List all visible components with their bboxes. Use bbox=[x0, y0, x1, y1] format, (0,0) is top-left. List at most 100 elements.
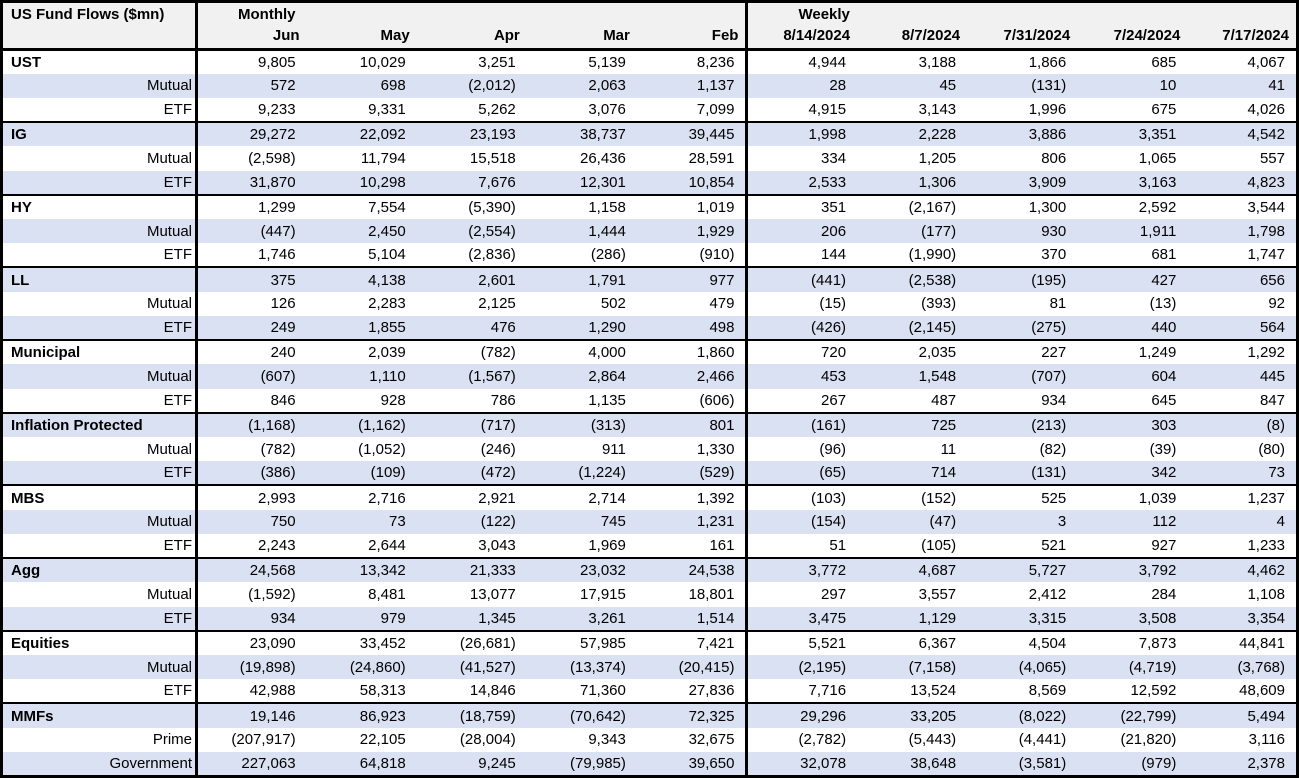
group-row-label: Municipal bbox=[1, 339, 198, 365]
value-cell: 1,747 bbox=[1247, 246, 1285, 264]
table-row: Mutual (1,592) 8,481 13,077 17,915 18,801 297 3… bbox=[1, 582, 1298, 607]
value-cell: 33,205 bbox=[857, 702, 968, 728]
sub-row-label: Government bbox=[1, 751, 198, 777]
column-header-7-31-2024: 7/31/2024 bbox=[967, 24, 1078, 51]
value-cell: (28,004) bbox=[459, 731, 516, 749]
value-cell: 1,158 bbox=[526, 193, 637, 220]
value-cell: 4,542 bbox=[1187, 121, 1298, 147]
value-cell: 5,262 bbox=[478, 101, 516, 119]
table-row: Prime (207,917) 22,105 (28,004) 9,343 32,675 (… bbox=[1, 727, 1298, 752]
value-cell: 375 bbox=[196, 266, 307, 292]
value-cell: (65) bbox=[745, 461, 858, 486]
sub-row-label: Mutual bbox=[1, 364, 198, 389]
column-header-row: Jun May Apr Mar Feb 8/14/2024 8/7/2024 7/31/202… bbox=[2, 24, 1298, 51]
value-cell: (4,719) bbox=[1077, 654, 1188, 680]
value-cell: 2,063 bbox=[526, 73, 637, 98]
value-cell: (5,443) bbox=[908, 731, 957, 749]
value-cell: 4,138 bbox=[306, 266, 417, 292]
value-cell: 979 bbox=[306, 606, 417, 631]
value-cell: 13,524 bbox=[910, 682, 957, 700]
value-cell: 267 bbox=[745, 388, 858, 413]
value-cell: 33,452 bbox=[306, 629, 417, 655]
value-cell: 801 bbox=[636, 411, 747, 437]
value-cell: 2,921 bbox=[416, 484, 527, 510]
value-cell: 39,650 bbox=[636, 751, 747, 777]
group-row-label: LL bbox=[1, 266, 198, 292]
value-cell: 2,125 bbox=[478, 295, 516, 313]
value-cell: 1,137 bbox=[636, 73, 747, 98]
value-cell: 3,143 bbox=[918, 101, 957, 119]
value-cell: (15) bbox=[745, 291, 858, 316]
value-cell: (154) bbox=[745, 509, 858, 534]
value-cell: (18,759) bbox=[416, 702, 527, 728]
value-cell: (79,985) bbox=[526, 751, 637, 777]
sub-row-label: Mutual bbox=[1, 582, 198, 607]
value-cell: 28,591 bbox=[688, 149, 735, 167]
sub-row-label: ETF bbox=[1, 533, 198, 559]
value-cell: 161 bbox=[709, 536, 735, 554]
value-cell: 227,063 bbox=[196, 751, 307, 777]
value-cell: 3,315 bbox=[967, 606, 1078, 631]
value-cell: 351 bbox=[745, 193, 858, 220]
value-cell: (979) bbox=[1077, 751, 1188, 777]
table-row: ETF 249 1,855 476 1,290 498 (426) (2,145) (275) 4… bbox=[1, 315, 1298, 341]
value-cell: (131) bbox=[967, 73, 1078, 98]
value-cell: 7,716 bbox=[745, 679, 858, 704]
value-cell: 1,233 bbox=[1247, 536, 1285, 554]
value-cell: 32,675 bbox=[688, 731, 735, 749]
value-cell: (20,415) bbox=[636, 654, 747, 680]
table-row: Equities 23,090 33,452 (26,681) 57,985 7,421 5… bbox=[1, 629, 1298, 655]
table-row: ETF 846 928 786 1,135 (606) 267 487 934 645 847 bbox=[1, 388, 1298, 413]
value-cell: 4,067 bbox=[1187, 48, 1298, 74]
value-cell: 3,508 bbox=[1077, 606, 1188, 631]
value-cell: (2,012) bbox=[416, 73, 527, 98]
value-cell: 487 bbox=[931, 391, 957, 409]
value-cell: 3,351 bbox=[1077, 121, 1188, 147]
value-cell: (782) bbox=[260, 440, 296, 458]
value-cell: 3,076 bbox=[588, 101, 626, 119]
value-cell: 24,568 bbox=[196, 557, 307, 583]
value-cell: 3,557 bbox=[918, 585, 957, 603]
value-cell: 249 bbox=[196, 315, 307, 341]
value-cell: 1,299 bbox=[196, 193, 307, 220]
value-cell: (82) bbox=[1039, 440, 1067, 458]
value-cell: (2,598) bbox=[248, 149, 296, 167]
value-cell: 13,077 bbox=[469, 585, 516, 603]
table-row: Mutual (447) 2,450 (2,554) 1,444 1,929 206 (177… bbox=[1, 219, 1298, 244]
value-cell: 26,436 bbox=[579, 149, 626, 167]
section-label-monthly: Monthly bbox=[238, 6, 296, 24]
value-cell: 453 bbox=[745, 364, 858, 389]
value-cell: 806 bbox=[1041, 149, 1067, 167]
value-cell: (2,195) bbox=[745, 654, 858, 680]
value-cell: 73 bbox=[1187, 461, 1298, 486]
value-cell: 2,644 bbox=[368, 536, 406, 554]
value-cell: 445 bbox=[1187, 364, 1298, 389]
value-cell: (19,898) bbox=[196, 654, 307, 680]
value-cell: (80) bbox=[1258, 440, 1285, 458]
value-cell: 1,514 bbox=[636, 606, 747, 631]
value-cell: 3 bbox=[967, 509, 1078, 534]
value-cell: 57,985 bbox=[526, 629, 637, 655]
sub-row-label: Mutual bbox=[1, 291, 198, 316]
value-cell: (286) bbox=[590, 246, 626, 264]
value-cell: 2,412 bbox=[1028, 585, 1067, 603]
value-cell: 6,367 bbox=[857, 629, 968, 655]
value-cell: 11 bbox=[940, 440, 957, 458]
value-cell: 786 bbox=[490, 391, 516, 409]
value-cell: (707) bbox=[967, 364, 1078, 389]
value-cell: (275) bbox=[967, 315, 1078, 341]
value-cell: 1,300 bbox=[967, 193, 1078, 220]
value-cell: 927 bbox=[1151, 536, 1177, 554]
table-body: UST 9,805 10,029 3,251 5,139 8,236 4,944 3,188 1… bbox=[1, 48, 1298, 777]
value-cell: 10,298 bbox=[306, 170, 417, 195]
value-cell: 698 bbox=[306, 73, 417, 98]
value-cell: 297 bbox=[745, 582, 858, 607]
value-cell: 2,243 bbox=[258, 536, 296, 554]
value-cell: (152) bbox=[857, 484, 968, 510]
table-title: US Fund Flows ($mn) bbox=[1, 1, 198, 51]
value-cell: 18,801 bbox=[688, 585, 735, 603]
value-cell: 3,475 bbox=[745, 606, 858, 631]
value-cell: 227 bbox=[967, 339, 1078, 365]
table-row: ETF 9,233 9,331 5,262 3,076 7,099 4,915 3,143 1,… bbox=[1, 97, 1298, 123]
value-cell: 342 bbox=[1077, 461, 1188, 486]
